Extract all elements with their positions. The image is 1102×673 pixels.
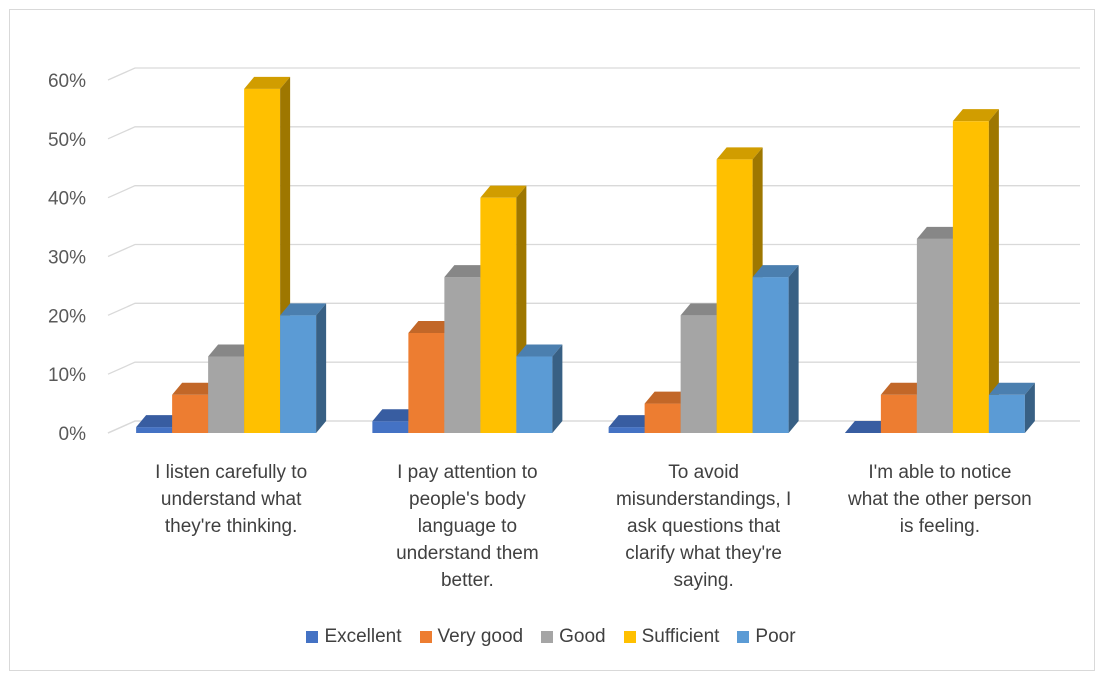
legend-swatch xyxy=(419,631,432,643)
gridline xyxy=(107,185,1080,199)
bar-top xyxy=(480,185,527,198)
bar-front xyxy=(444,277,481,433)
legend-label: Sufficient xyxy=(641,626,720,647)
legend: Excellent Very good Good Sufficient Poor xyxy=(0,626,1102,648)
bar-top xyxy=(952,109,999,122)
x-category-label: I'm able to notice what the other person i… xyxy=(847,462,1032,537)
gridline xyxy=(107,126,1080,140)
legend-item: Poor xyxy=(737,626,796,648)
bar-top xyxy=(988,382,1035,395)
legend-label: Good xyxy=(559,626,606,647)
bar-top xyxy=(716,147,763,160)
y-tick-label: 10% xyxy=(48,365,86,386)
bar-top xyxy=(136,415,183,428)
bar-front xyxy=(680,315,717,433)
bar xyxy=(244,76,291,433)
bar-top xyxy=(844,421,891,433)
legend-item: Very good xyxy=(419,626,524,648)
bar-front xyxy=(208,356,245,433)
chart-frame xyxy=(9,9,1095,671)
bar-top xyxy=(444,265,491,278)
bar-front xyxy=(880,394,917,433)
bar-top xyxy=(680,303,727,316)
bar-front xyxy=(752,277,789,433)
bar-side xyxy=(988,109,999,433)
y-tick-label: 40% xyxy=(48,189,86,210)
bar-side xyxy=(788,265,799,433)
bar-front xyxy=(916,238,953,433)
legend-swatch xyxy=(306,631,319,643)
bar-front xyxy=(716,159,753,434)
bar-front xyxy=(408,332,445,433)
bar-front xyxy=(280,315,317,433)
bar xyxy=(516,344,563,433)
bar-front xyxy=(480,197,517,433)
legend-item: Excellent xyxy=(306,626,402,648)
bar-top xyxy=(608,415,655,428)
legend-swatch xyxy=(737,631,750,643)
bar-front xyxy=(988,394,1025,433)
bar-top xyxy=(280,303,327,316)
gridline xyxy=(107,243,1080,258)
bar xyxy=(988,382,1035,433)
bar-front xyxy=(244,88,281,433)
bar-top xyxy=(752,265,799,278)
gridline xyxy=(107,67,1080,81)
bar xyxy=(752,265,799,433)
bar-top xyxy=(916,226,963,239)
bar-front xyxy=(952,121,989,433)
bar xyxy=(952,109,999,433)
bar-side xyxy=(1024,382,1035,433)
bar-front xyxy=(372,421,409,433)
bar-top xyxy=(172,382,219,395)
bar-side xyxy=(552,344,563,433)
y-tick-label: 30% xyxy=(48,248,86,269)
x-category-label: I listen carefully to understand what they… xyxy=(155,462,307,537)
bar-front xyxy=(136,427,173,433)
bar-front xyxy=(172,394,209,433)
legend-label: Poor xyxy=(755,626,796,647)
legend-item: Sufficient xyxy=(623,626,720,648)
bar-top xyxy=(408,320,455,333)
y-tick-label: 0% xyxy=(59,424,87,445)
bar-top xyxy=(516,344,563,357)
legend-label: Excellent xyxy=(324,626,402,647)
bar-top xyxy=(644,391,691,404)
legend-swatch xyxy=(541,631,554,643)
bar-top xyxy=(244,76,291,89)
bar-side xyxy=(316,303,327,433)
legend-item: Good xyxy=(541,626,606,648)
bar-top xyxy=(880,382,927,395)
bar-top xyxy=(372,409,419,422)
y-tick-label: 60% xyxy=(48,71,86,92)
x-category-label: I pay attention to people's body language … xyxy=(396,462,539,591)
y-tick-labels: 0% 10% 20% 30% 40% 50% 60% xyxy=(48,71,86,445)
bar-front xyxy=(516,356,553,433)
bars xyxy=(136,76,1035,434)
bar xyxy=(844,421,891,433)
bar-front xyxy=(608,427,645,433)
bar xyxy=(280,303,327,433)
bar-top xyxy=(208,344,255,357)
legend-swatch xyxy=(623,631,636,643)
y-tick-label: 50% xyxy=(48,130,86,151)
y-tick-label: 20% xyxy=(48,306,86,327)
legend-label: Very good xyxy=(437,626,524,647)
bar-front xyxy=(644,403,681,433)
